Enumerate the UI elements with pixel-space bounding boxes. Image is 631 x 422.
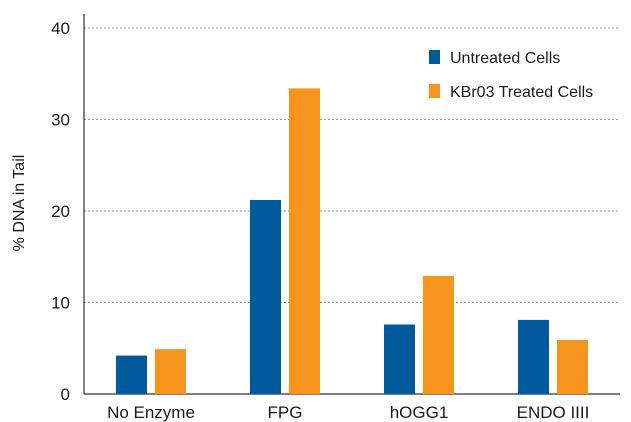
tick-labels: 0 10 20 30 40 No Enzyme FPG hOGG1 ENDO IIII (51, 19, 589, 422)
x-tick-label: ENDO IIII (517, 403, 590, 422)
y-axis-title: % DNA in Tail (11, 155, 28, 252)
y-tick-label: 0 (61, 385, 70, 404)
bar-untreated (250, 200, 281, 394)
bars (116, 88, 588, 394)
bar-untreated (518, 319, 549, 394)
x-tick-label: hOGG1 (390, 403, 449, 422)
y-tick-label: 20 (51, 202, 70, 221)
y-tick-label: 30 (51, 111, 70, 130)
bar-untreated (384, 324, 415, 394)
x-tick-label: No Enzyme (107, 403, 195, 422)
legend-swatch (429, 50, 440, 64)
y-tick-label: 40 (51, 19, 70, 38)
x-tick-label: FPG (268, 403, 303, 422)
bar-treated (423, 275, 454, 394)
bar-treated (155, 349, 186, 394)
bar-treated (289, 88, 320, 394)
legend-swatch (429, 84, 440, 98)
gridlines (84, 27, 620, 303)
y-tick-label: 10 (51, 294, 70, 313)
bar-treated (557, 340, 588, 394)
legend: Untreated Cells KBr03 Treated Cells (429, 50, 593, 101)
legend-label: Untreated Cells (450, 50, 560, 67)
bar-untreated (116, 355, 147, 394)
legend-label: KBr03 Treated Cells (450, 84, 593, 101)
